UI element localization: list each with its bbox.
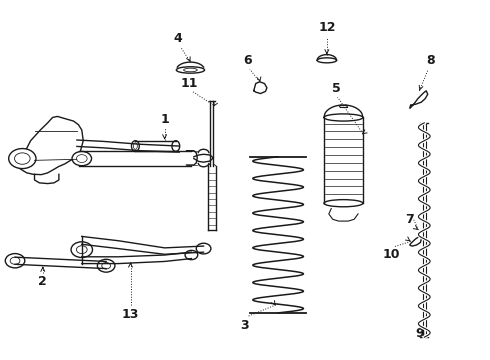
- Circle shape: [102, 262, 111, 269]
- Circle shape: [10, 257, 20, 264]
- Ellipse shape: [133, 143, 137, 149]
- Text: 3: 3: [240, 319, 248, 332]
- Text: 10: 10: [382, 248, 400, 261]
- Ellipse shape: [176, 67, 204, 73]
- Circle shape: [15, 153, 30, 164]
- Text: 13: 13: [122, 307, 139, 320]
- Text: 9: 9: [415, 327, 424, 340]
- Ellipse shape: [172, 141, 180, 152]
- Ellipse shape: [324, 114, 363, 121]
- Text: 5: 5: [332, 82, 341, 95]
- Text: 2: 2: [38, 275, 47, 288]
- Text: 7: 7: [405, 213, 414, 226]
- Ellipse shape: [131, 141, 139, 152]
- Circle shape: [72, 152, 92, 166]
- Ellipse shape: [184, 68, 197, 72]
- Circle shape: [9, 149, 36, 168]
- Circle shape: [196, 243, 211, 254]
- Text: 12: 12: [318, 21, 336, 34]
- Text: 4: 4: [173, 32, 182, 45]
- Circle shape: [76, 246, 87, 253]
- Circle shape: [76, 155, 87, 162]
- Circle shape: [71, 242, 93, 257]
- Text: 6: 6: [243, 54, 252, 67]
- Text: 8: 8: [426, 54, 435, 67]
- Polygon shape: [19, 116, 83, 175]
- Circle shape: [5, 253, 25, 268]
- Ellipse shape: [324, 200, 363, 207]
- Circle shape: [185, 250, 198, 260]
- Polygon shape: [410, 91, 428, 109]
- Ellipse shape: [317, 58, 337, 63]
- Polygon shape: [410, 237, 421, 246]
- Text: 11: 11: [180, 77, 198, 90]
- Circle shape: [98, 259, 115, 272]
- Text: 1: 1: [160, 113, 169, 126]
